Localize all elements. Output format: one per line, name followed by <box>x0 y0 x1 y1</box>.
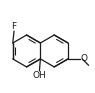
Text: OH: OH <box>33 71 46 80</box>
Text: O: O <box>80 54 87 63</box>
Text: F: F <box>11 22 17 31</box>
